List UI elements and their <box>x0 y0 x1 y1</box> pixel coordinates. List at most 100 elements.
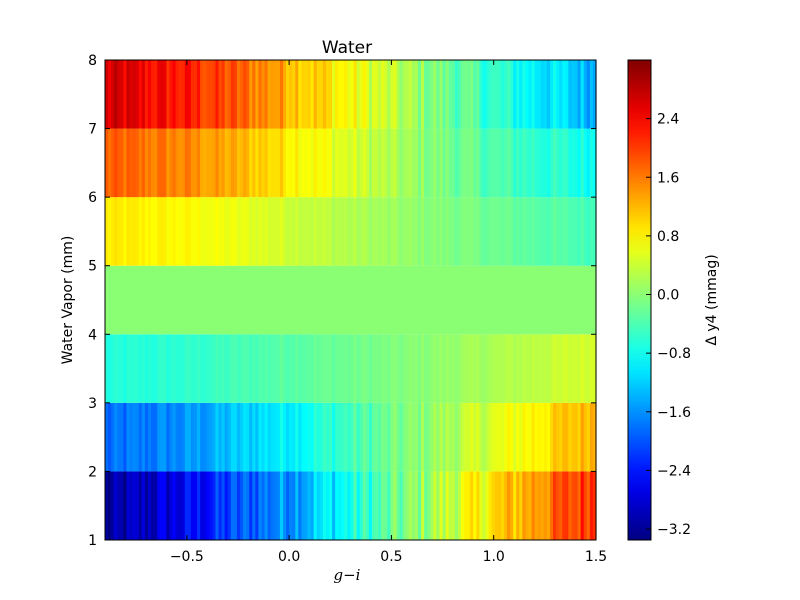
heatmap-cell <box>439 60 444 129</box>
heatmap-cell <box>135 197 140 266</box>
heatmap-cell <box>543 402 548 472</box>
heatmap-cell <box>556 471 560 540</box>
heatmap-cell <box>313 128 318 198</box>
heatmap-cell <box>448 197 453 266</box>
heatmap-cell <box>513 265 517 335</box>
heatmap-cell <box>488 334 493 403</box>
heatmap-cell <box>353 334 358 403</box>
heatmap-cell <box>384 402 388 472</box>
heatmap-cell <box>243 334 247 403</box>
heatmap-cell <box>568 128 573 198</box>
heatmap-cell <box>396 402 401 472</box>
heatmap-cell <box>108 334 112 403</box>
heatmap-cell <box>341 471 345 540</box>
heatmap-cell <box>531 402 536 472</box>
heatmap-cell <box>491 471 496 540</box>
heatmap-cell <box>157 402 161 472</box>
heatmap-cell <box>255 471 260 540</box>
heatmap-cell <box>525 265 530 335</box>
heatmap-cell <box>583 197 588 266</box>
heatmap-cell <box>166 402 171 472</box>
y-tick-label: 6 <box>88 190 97 206</box>
heatmap-cell <box>267 265 272 335</box>
heatmap-cell <box>522 60 527 129</box>
heatmap-cell <box>224 197 229 266</box>
heatmap-cell <box>221 402 226 472</box>
heatmap-cell <box>261 402 266 472</box>
heatmap-cell <box>543 60 548 129</box>
heatmap-cell <box>464 197 468 266</box>
heatmap-cell <box>344 128 349 198</box>
heatmap-cell <box>350 334 355 403</box>
heatmap-cell <box>252 197 256 266</box>
heatmap-cell <box>510 471 514 540</box>
x-tick-label: 1.5 <box>585 549 607 565</box>
heatmap-cell <box>421 60 425 129</box>
heatmap-cell <box>571 197 576 266</box>
heatmap-cell <box>580 402 585 472</box>
heatmap-cell <box>261 265 266 335</box>
heatmap-cell <box>592 402 597 472</box>
heatmap-cell <box>405 471 410 540</box>
heatmap-cell <box>362 197 367 266</box>
heatmap-cell <box>193 60 198 129</box>
heatmap-cell <box>197 265 201 335</box>
heatmap-cell <box>147 334 152 403</box>
heatmap-cell <box>200 334 204 403</box>
heatmap-cell <box>460 402 465 472</box>
heatmap-cell <box>436 471 441 540</box>
heatmap-cell <box>163 334 167 403</box>
heatmap-cell <box>108 471 112 540</box>
heatmap-cell <box>160 128 164 198</box>
heatmap-cell <box>126 402 131 472</box>
heatmap-cell <box>166 60 171 129</box>
x-tick-label: 0.5 <box>380 549 402 565</box>
heatmap-cell <box>154 265 158 335</box>
heatmap-cell <box>402 128 407 198</box>
heatmap-cell <box>292 197 296 266</box>
heatmap-cell <box>497 471 502 540</box>
heatmap-cell <box>218 471 223 540</box>
heatmap-cell <box>344 265 349 335</box>
heatmap-cell <box>117 471 121 540</box>
heatmap-cell <box>365 471 370 540</box>
heatmap-cell <box>549 402 554 472</box>
heatmap-cell <box>577 334 582 403</box>
heatmap-cell <box>454 60 459 129</box>
heatmap-cell <box>197 402 201 472</box>
y-tick-label: 5 <box>88 259 97 275</box>
heatmap-cell <box>329 334 333 403</box>
heatmap-cell <box>384 265 388 335</box>
heatmap-cell <box>531 265 536 335</box>
heatmap-cell <box>457 128 462 198</box>
heatmap-cell <box>347 128 352 198</box>
heatmap-cell <box>289 471 293 540</box>
heatmap-cell <box>537 402 542 472</box>
heatmap-cell <box>230 128 235 198</box>
colorbar-axis: −3.2 −2.4 −1.6 −0.8 0.0 0.8 1.6 2.4 <box>646 112 691 538</box>
heatmap-cell <box>359 471 364 540</box>
heatmap-cell <box>181 60 186 129</box>
heatmap-cell <box>491 60 496 129</box>
heatmap-cell <box>454 128 459 198</box>
heatmap-cell <box>316 60 321 129</box>
heatmap-cell <box>221 60 226 129</box>
heatmap-cell <box>151 128 155 198</box>
heatmap-cell <box>553 471 557 540</box>
heatmap-cell <box>445 471 450 540</box>
heatmap-cell <box>221 334 226 403</box>
heatmap-cell <box>273 402 278 472</box>
heatmap-cell <box>197 128 201 198</box>
heatmap-cell <box>580 60 585 129</box>
heatmap-cell <box>375 334 379 403</box>
heatmap-cell <box>227 197 232 266</box>
heatmap-cell <box>470 402 474 472</box>
heatmap-cell <box>592 471 597 540</box>
heatmap-cell <box>151 334 155 403</box>
heatmap-cell <box>479 471 484 540</box>
heatmap-cell <box>537 471 542 540</box>
heatmap-cell <box>236 197 241 266</box>
heatmap-cell <box>184 334 189 403</box>
heatmap-cell <box>586 128 591 198</box>
heatmap-cell <box>332 471 336 540</box>
